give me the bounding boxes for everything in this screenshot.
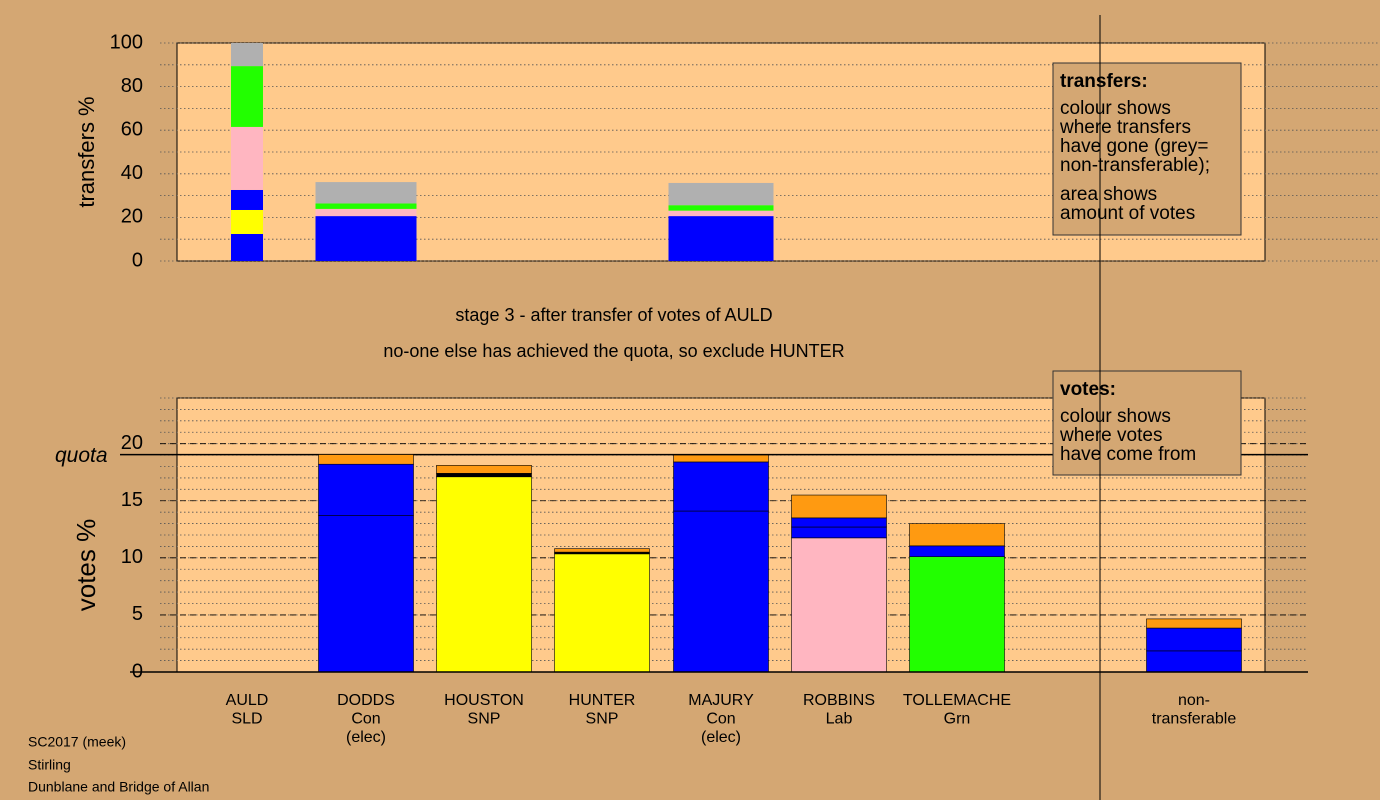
legend-text: amount of votes	[1060, 203, 1195, 224]
bar-segment	[231, 43, 263, 67]
bar-segment	[909, 545, 1005, 557]
x-tick-label: SNP	[586, 711, 619, 728]
legend-text: non-transferable);	[1060, 155, 1210, 176]
bar-segment	[673, 454, 769, 463]
bar-segment	[909, 523, 1005, 547]
bar-segment	[231, 233, 263, 261]
x-tick-label: Con	[351, 711, 380, 728]
y-tick-label: 5	[132, 603, 143, 625]
legend-text: colour shows	[1060, 98, 1171, 119]
x-tick-label: Con	[706, 711, 735, 728]
bar-segment	[791, 494, 887, 519]
footer-text: Stirling	[28, 757, 71, 773]
y-axis-title: votes %	[71, 519, 101, 612]
bar-segment	[554, 548, 650, 553]
bar-segment	[315, 203, 417, 209]
stage-text: no-one else has achieved the quota, so e…	[383, 341, 844, 361]
y-tick-label: 10	[121, 546, 143, 568]
y-tick-label: 20	[121, 206, 143, 228]
y-tick-label: 40	[121, 162, 143, 184]
bar-segment	[315, 208, 417, 217]
bar-segment	[315, 216, 417, 261]
bar-segment	[791, 526, 887, 539]
x-tick-label: MAJURY	[688, 692, 754, 709]
bar-segment	[318, 454, 414, 465]
legend-box	[1052, 62, 1242, 236]
legend-text: colour shows	[1060, 406, 1171, 427]
bar-segment	[554, 553, 650, 673]
bar-segment	[909, 556, 1005, 673]
footer-text: SC2017 (meek)	[28, 734, 126, 750]
bar-segment	[791, 517, 887, 528]
bar-segment	[1146, 627, 1242, 652]
legend-text: have gone (grey=	[1060, 136, 1208, 157]
stage-text: stage 3 - after transfer of votes of AUL…	[455, 305, 772, 325]
bar-segment	[1146, 650, 1242, 673]
y-tick-label: 80	[121, 75, 143, 97]
x-tick-label: ROBBINS	[803, 692, 875, 709]
y-tick-label: 20	[121, 432, 143, 454]
x-tick-label: AULD	[226, 692, 269, 709]
bar-segment	[668, 205, 774, 211]
y-tick-label: 100	[110, 31, 143, 53]
y-tick-label: 0	[132, 249, 143, 271]
legend-text: area shows	[1060, 184, 1157, 205]
x-tick-label: non-	[1178, 692, 1210, 709]
x-tick-label: (elec)	[701, 729, 741, 746]
footer-text: Dunblane and Bridge of Allan	[28, 779, 209, 795]
legend-text: have come from	[1060, 444, 1196, 465]
bar-segment	[436, 465, 532, 474]
legend-text: where votes	[1059, 425, 1162, 446]
bar-segment	[673, 461, 769, 512]
legend-box	[1052, 370, 1242, 476]
bar-segment	[318, 515, 414, 673]
x-tick-label: HOUSTON	[444, 692, 524, 709]
y-tick-label: 15	[121, 489, 143, 511]
x-tick-label: (elec)	[346, 729, 386, 746]
bar-segment	[1146, 618, 1242, 629]
x-tick-label: HUNTER	[569, 692, 636, 709]
legend-text: where transfers	[1059, 117, 1191, 138]
quota-label: quota	[55, 444, 108, 467]
bar-segment	[231, 209, 263, 234]
bar-segment	[231, 189, 263, 210]
bar-segment	[436, 476, 532, 673]
x-tick-label: Grn	[944, 711, 971, 728]
bar-segment	[668, 216, 774, 261]
bar-segment	[668, 182, 774, 206]
bar-segment	[318, 463, 414, 516]
bar-segment	[668, 210, 774, 217]
legend-heading: transfers:	[1060, 71, 1148, 92]
bar-segment	[436, 473, 532, 478]
x-tick-label: TOLLEMACHE	[903, 692, 1011, 709]
x-tick-label: DODDS	[337, 692, 395, 709]
y-tick-label: 60	[121, 118, 143, 140]
x-tick-label: transferable	[1152, 711, 1237, 728]
x-tick-label: SLD	[231, 711, 262, 728]
bar-segment	[231, 66, 263, 127]
x-tick-label: SNP	[468, 711, 501, 728]
legend-heading: votes:	[1060, 379, 1116, 400]
x-tick-label: Lab	[826, 711, 853, 728]
bar-segment	[231, 126, 263, 190]
bar-segment	[673, 510, 769, 673]
bar-segment	[791, 537, 887, 673]
bar-segment	[315, 182, 417, 204]
y-axis-title: transfers %	[74, 96, 99, 207]
